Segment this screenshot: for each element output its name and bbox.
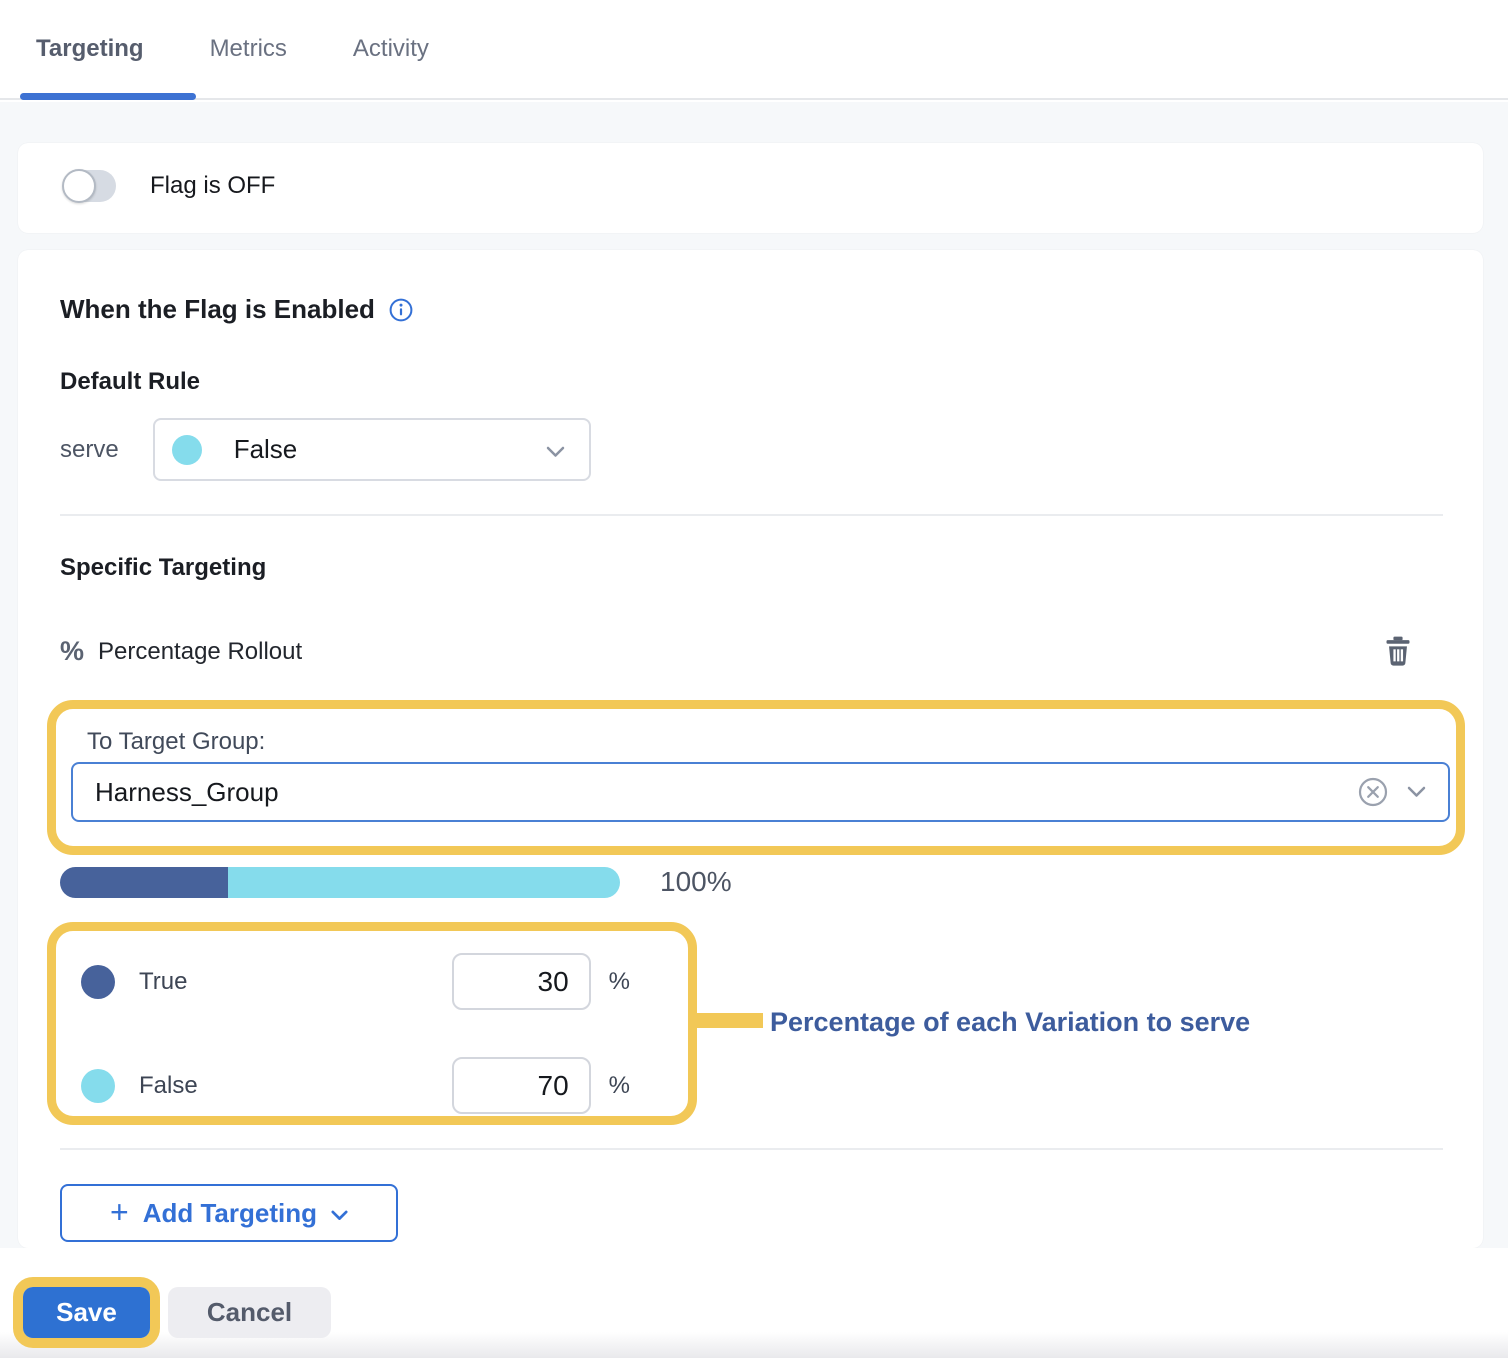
- flag-state-card: Flag is OFF: [18, 143, 1483, 233]
- target-group-label: To Target Group:: [87, 728, 266, 755]
- variation-row-false: False %: [81, 1057, 630, 1114]
- flag-toggle-label: Flag is OFF: [150, 172, 276, 199]
- serve-label: serve: [60, 435, 119, 463]
- section-divider: [60, 514, 1443, 516]
- targeting-rules-card: When the Flag is Enabled Default Rule se…: [18, 250, 1483, 1248]
- variation-weight-input-false[interactable]: [451, 1057, 591, 1114]
- chevron-down-icon[interactable]: [1407, 786, 1426, 798]
- tab-activity[interactable]: Activity: [352, 35, 429, 62]
- save-highlight-ring: Save: [13, 1277, 160, 1348]
- default-variation-select[interactable]: False: [152, 418, 591, 481]
- variations-highlight-box: True % False %: [47, 922, 697, 1125]
- serve-variation-dot: [171, 434, 202, 465]
- percent-unit: %: [608, 1071, 630, 1099]
- percent-unit: %: [608, 967, 630, 995]
- annotation-connector-line: [697, 1013, 763, 1028]
- variation-row-true: True %: [81, 953, 630, 1010]
- target-group-combobox[interactable]: [71, 762, 1450, 822]
- tab-targeting[interactable]: Targeting: [36, 35, 144, 62]
- cancel-button[interactable]: Cancel: [168, 1287, 331, 1338]
- variation-name: True: [139, 967, 188, 995]
- percentage-icon: %: [60, 636, 85, 666]
- target-group-highlight-box: To Target Group:: [47, 700, 1465, 855]
- variation-dot: [81, 964, 115, 999]
- rollout-bar-segment: [60, 866, 228, 898]
- default-rule-heading: Default Rule: [60, 368, 201, 395]
- add-targeting-label: Add Targeting: [142, 1197, 317, 1228]
- active-tab-underline: [20, 93, 196, 100]
- variation-name: False: [139, 1071, 198, 1099]
- delete-rollout-button[interactable]: [1384, 636, 1412, 667]
- tab-metrics[interactable]: Metrics: [209, 35, 287, 62]
- save-button[interactable]: Save: [23, 1287, 150, 1338]
- clear-selection-icon[interactable]: [1357, 776, 1389, 808]
- info-icon[interactable]: [389, 298, 413, 322]
- rollout-bar-segment: [228, 866, 620, 898]
- plus-icon: +: [110, 1193, 129, 1230]
- target-group-input[interactable]: [73, 776, 1357, 808]
- annotation-text: Percentage of each Variation to serve: [770, 1007, 1251, 1037]
- rollout-distribution-bar: [60, 866, 620, 898]
- rollout-title: Percentage Rollout: [98, 637, 303, 665]
- content-area: Flag is OFF When the Flag is Enabled Def…: [0, 102, 1508, 1248]
- chevron-down-icon: [331, 1210, 348, 1221]
- variation-weight-input-true[interactable]: [451, 953, 591, 1010]
- section-title: When the Flag is Enabled: [60, 294, 375, 324]
- section-divider: [60, 1148, 1443, 1150]
- variation-dot: [81, 1068, 115, 1103]
- flag-toggle[interactable]: [62, 169, 116, 203]
- specific-targeting-heading: Specific Targeting: [60, 554, 267, 581]
- chevron-down-icon: [546, 446, 565, 458]
- tab-bar: Targeting Metrics Activity: [0, 0, 1508, 100]
- add-targeting-button[interactable]: + Add Targeting: [60, 1184, 398, 1242]
- action-footer: Save Cancel: [0, 1248, 1508, 1358]
- flag-toggle-knob: [62, 169, 96, 203]
- rollout-total-percent: 100%: [660, 866, 732, 897]
- serve-selected-value: False: [233, 434, 298, 464]
